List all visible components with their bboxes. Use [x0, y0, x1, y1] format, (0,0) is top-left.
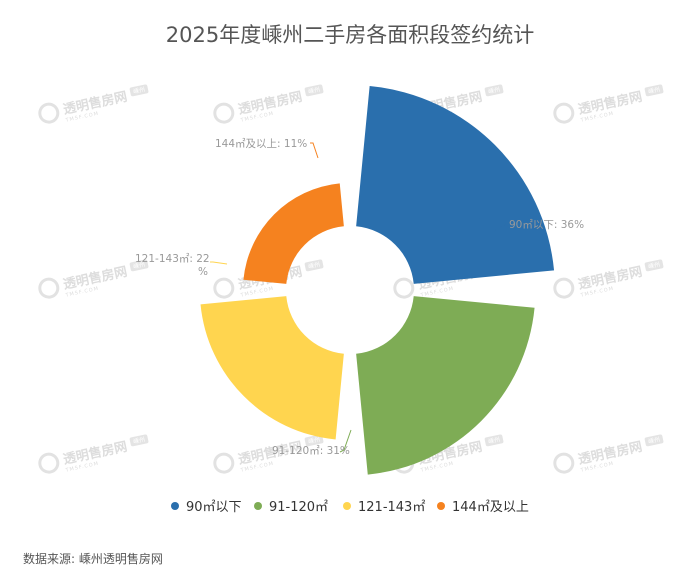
watermark-badge: [484, 84, 504, 97]
legend: 90㎡以下 91-120㎡ 121-143㎡ 144㎡及以上: [171, 500, 529, 515]
watermark-badge: [129, 84, 149, 97]
watermark-logo-icon: [393, 277, 415, 299]
label-leader-lines: [210, 142, 507, 453]
watermark-badge: [484, 434, 504, 447]
watermark-badge-text: 嵊州: [647, 85, 660, 95]
legend-marker-icon: [171, 502, 179, 510]
legend-item[interactable]: 121-143㎡: [343, 500, 425, 515]
watermark-badge: [644, 259, 664, 272]
watermark-badge: [304, 84, 324, 97]
watermark-logo-icon: [38, 452, 60, 474]
data-label: 144㎡及以上: 11%: [215, 138, 307, 150]
label-leader-line: [339, 429, 352, 453]
watermark-badge-text: 嵊州: [132, 260, 145, 270]
watermark-badge-text: 嵊州: [132, 85, 145, 95]
watermark-layer: 透明售房网TMSF.COM嵊州透明售房网TMSF.COM嵊州透明售房网TMSF.…: [38, 84, 664, 474]
watermark-badge-text: 嵊州: [132, 435, 145, 445]
data-label: 91-120㎡: 31%: [272, 445, 350, 457]
rose-slice[interactable]: [243, 183, 344, 284]
rose-slice[interactable]: [356, 296, 535, 475]
data-labels: 90㎡以下: 36% 91-120㎡: 31% 121-143㎡: 22 % 144㎡及…: [135, 138, 584, 457]
label-leader-line: [477, 217, 507, 232]
rose-slice[interactable]: [356, 85, 555, 284]
watermark-logo-icon: [38, 102, 60, 124]
legend-label: 144㎡及以上: [452, 500, 529, 515]
watermark-badge-text: 嵊州: [647, 260, 660, 270]
watermark-logo-icon: [553, 452, 575, 474]
watermark-badge: [644, 434, 664, 447]
legend-marker-icon: [437, 502, 445, 510]
rose-slice[interactable]: [200, 296, 344, 440]
data-label: 90㎡以下: 36%: [509, 219, 584, 231]
legend-marker-icon: [343, 502, 351, 510]
watermark-badge: [644, 84, 664, 97]
source-note: 数据来源: 嵊州透明售房网: [23, 551, 163, 566]
chart-title: 2025年度嵊州二手房各面积段签约统计: [166, 23, 534, 47]
watermark-logo-icon: [213, 277, 235, 299]
watermark-logo-icon: [553, 277, 575, 299]
watermark-badge: [129, 434, 149, 447]
watermark-logo-icon: [213, 452, 235, 474]
watermark-logo-icon: [553, 102, 575, 124]
watermark-badge-text: 嵊州: [307, 435, 320, 445]
watermark-logo-icon: [213, 102, 235, 124]
watermark-badge-text: 嵊州: [307, 260, 320, 270]
watermark-badge: [304, 259, 324, 272]
watermark-badge-text: 嵊州: [647, 435, 660, 445]
label-leader-line: [210, 261, 228, 265]
legend-item[interactable]: 144㎡及以上: [437, 500, 529, 515]
watermark-badge-text: 嵊州: [487, 85, 500, 95]
watermark-badge: [304, 434, 324, 447]
watermark-badge-text: 嵊州: [487, 435, 500, 445]
watermark-badge-text: 嵊州: [307, 85, 320, 95]
data-label: 121-143㎡: 22%: [135, 253, 210, 278]
label-leader-line: [310, 142, 319, 159]
watermark-badge: [129, 259, 149, 272]
legend-marker-icon: [254, 502, 262, 510]
legend-item[interactable]: 91-120㎡: [254, 500, 328, 515]
legend-label: 121-143㎡: [358, 500, 425, 515]
legend-item[interactable]: 90㎡以下: [171, 500, 242, 515]
rose-slices: [200, 85, 555, 475]
legend-label: 91-120㎡: [269, 500, 328, 515]
legend-label: 90㎡以下: [186, 500, 242, 515]
watermark-logo-icon: [38, 277, 60, 299]
